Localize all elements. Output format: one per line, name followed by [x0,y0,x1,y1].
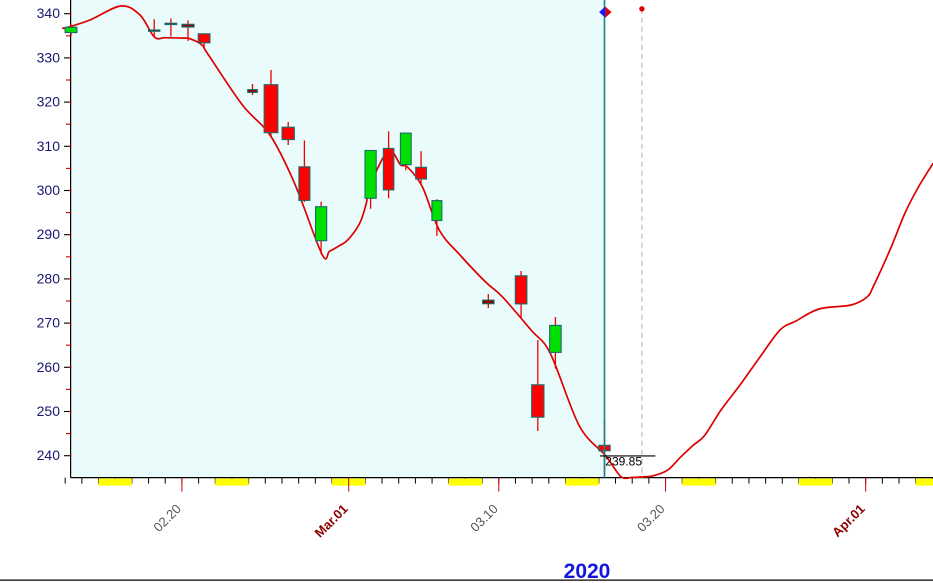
svg-text:310: 310 [37,138,61,154]
svg-text:340: 340 [37,5,61,21]
svg-text:250: 250 [37,403,61,419]
svg-text:270: 270 [37,315,61,331]
svg-text:Mar.01: Mar.01 [312,501,351,540]
svg-text:280: 280 [37,270,61,286]
svg-text:Apr.01: Apr.01 [829,501,868,540]
svg-text:03.20: 03.20 [634,501,668,535]
svg-text:240: 240 [37,447,61,463]
svg-text:03.10: 03.10 [467,501,501,535]
svg-text:239.85: 239.85 [605,454,642,468]
svg-text:320: 320 [37,94,61,110]
svg-text:260: 260 [37,359,61,375]
svg-text:02.20: 02.20 [150,501,184,535]
svg-text:290: 290 [37,226,61,242]
svg-text:300: 300 [37,182,61,198]
svg-text:2020: 2020 [564,560,611,583]
svg-text:330: 330 [37,49,61,65]
